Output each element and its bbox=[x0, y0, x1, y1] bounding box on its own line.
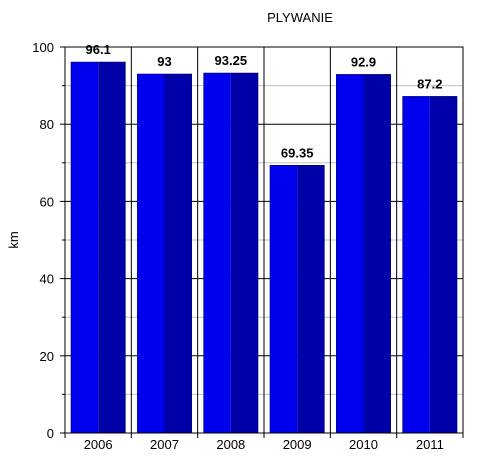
labels: 96.1 93 93.25 69.35 92.9 87.2 0 20 40 60 80 100 2006… bbox=[32, 40, 444, 452]
x-tick-label-2011: 2011 bbox=[416, 437, 444, 452]
bars bbox=[70, 61, 458, 434]
axes bbox=[60, 46, 464, 438]
data-label-2009: 69.35 bbox=[281, 145, 314, 160]
data-label-2011: 87.2 bbox=[417, 76, 442, 91]
bar-2009-side bbox=[297, 165, 325, 433]
y-axis-label: km bbox=[6, 231, 21, 248]
x-tick-label-2010: 2010 bbox=[349, 437, 378, 452]
gridlines bbox=[65, 46, 463, 433]
y-tick-label: 80 bbox=[40, 117, 54, 132]
chart-title: PLYWANIE bbox=[267, 10, 333, 25]
y-tick-label: 40 bbox=[40, 272, 54, 287]
bar-2006-front bbox=[71, 62, 99, 433]
bar-2009-front bbox=[270, 165, 298, 433]
x-tick-label-2006: 2006 bbox=[84, 437, 113, 452]
y-tick-label: 60 bbox=[40, 194, 54, 209]
data-label-2010: 92.9 bbox=[351, 54, 376, 69]
data-label-2007: 93 bbox=[157, 54, 171, 69]
y-tick-label: 20 bbox=[40, 349, 54, 364]
data-label-2006: 96.1 bbox=[86, 42, 111, 57]
y-tick-label: 0 bbox=[47, 426, 54, 441]
bar-2007-side bbox=[164, 74, 192, 434]
bar-2011-front bbox=[402, 96, 430, 434]
x-tick-label-2009: 2009 bbox=[283, 437, 312, 452]
bar-2010-side bbox=[363, 74, 391, 433]
bar-2010-front bbox=[336, 74, 364, 433]
bar-2007-front bbox=[137, 74, 165, 434]
data-label-2008: 93.25 bbox=[215, 53, 248, 68]
x-tick-label-2008: 2008 bbox=[216, 437, 245, 452]
x-tick-label-2007: 2007 bbox=[150, 437, 179, 452]
bar-2008-front bbox=[203, 73, 231, 434]
bar-2008-side bbox=[230, 73, 258, 434]
bar-2006-side bbox=[98, 62, 126, 433]
bar-2011-side bbox=[429, 96, 457, 434]
y-tick-label: 100 bbox=[32, 40, 54, 55]
